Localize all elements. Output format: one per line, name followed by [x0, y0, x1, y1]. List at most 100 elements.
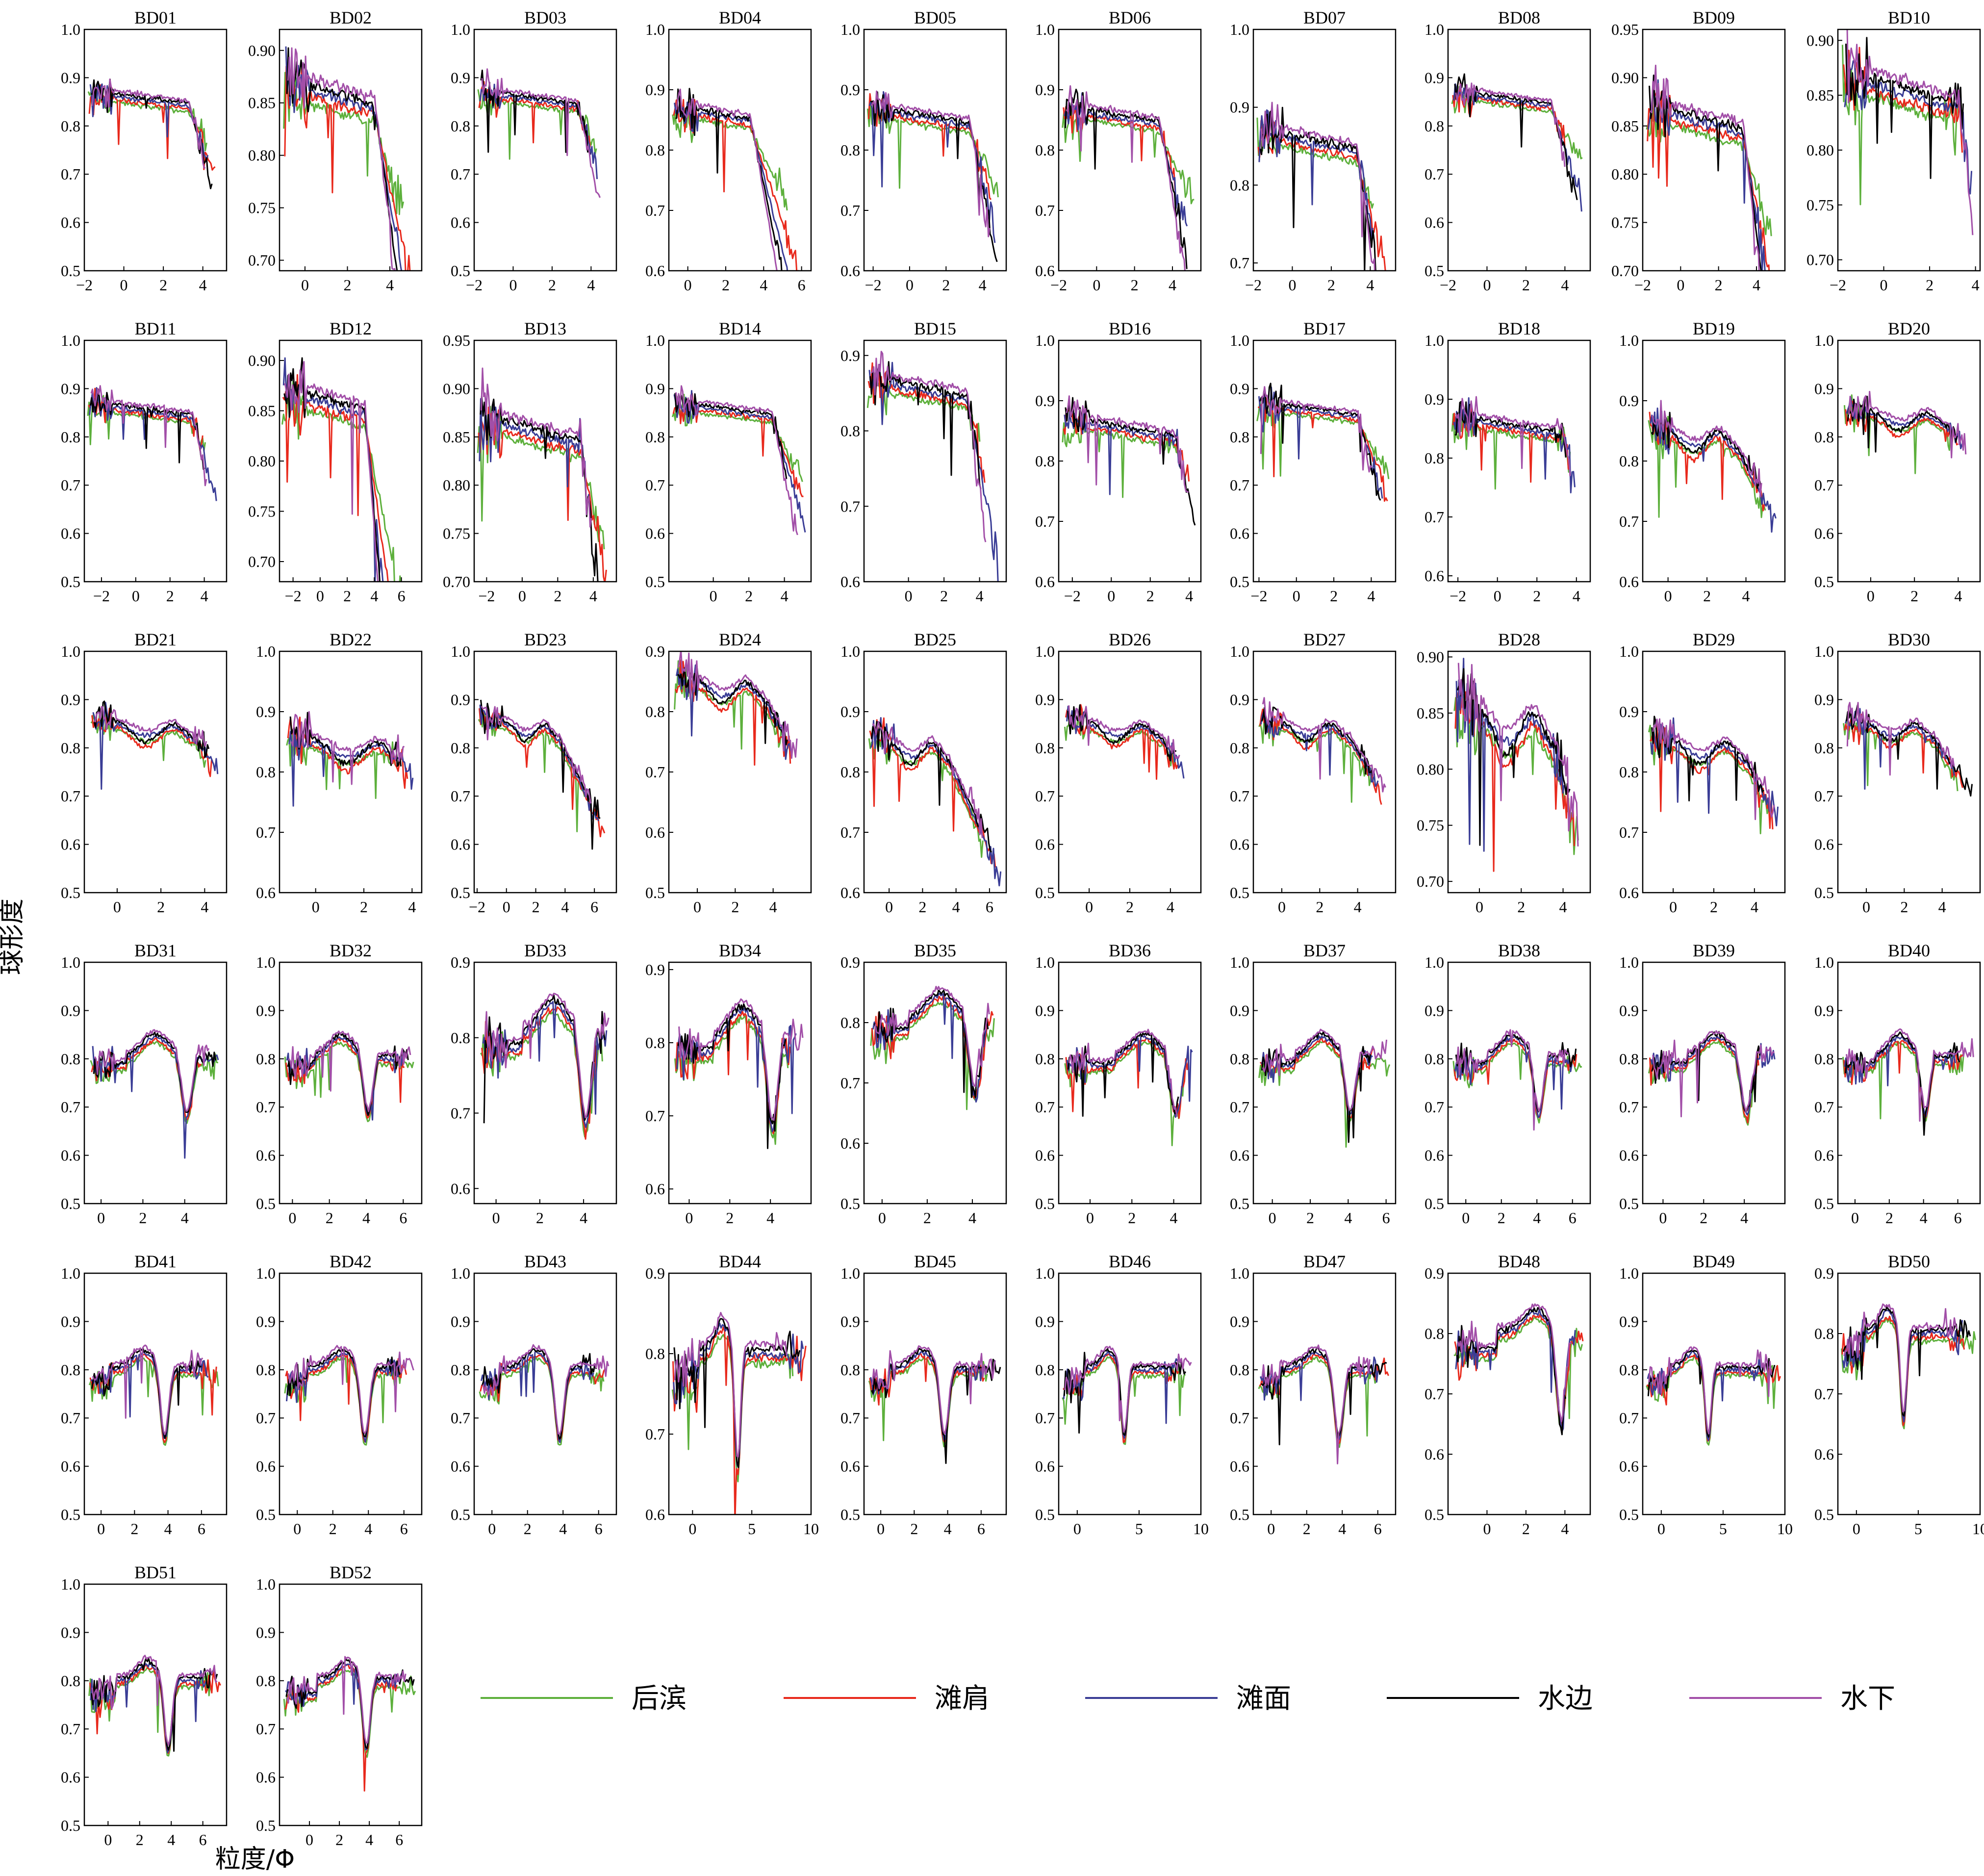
x-tick-label: 0: [1085, 898, 1093, 916]
series-lines: [1062, 85, 1195, 271]
axes-frame: [1837, 339, 1981, 583]
series-line-5: [90, 385, 207, 487]
panel-title: BD20: [1888, 319, 1930, 338]
series-lines: [1062, 1345, 1192, 1445]
series-line-3: [1648, 79, 1766, 271]
x-tick-label: 0: [906, 276, 914, 294]
y-tick-label: 0.5: [1230, 1195, 1249, 1212]
series-line-2: [1843, 1040, 1963, 1118]
series-lines: [1843, 702, 1973, 797]
panel-bd05: 0.6 0.7 0.8 0.9 1.0 −2 0 2 4 BD05: [840, 8, 1007, 294]
series-lines: [870, 986, 995, 1110]
y-tick-label: 0.8: [451, 739, 470, 757]
y-tick-label: 0.9: [1035, 691, 1055, 708]
axes-frame: [279, 28, 423, 272]
y-tick-label: 0.8: [1230, 428, 1249, 446]
axes-frame: [473, 339, 617, 583]
panel-title: BD06: [1109, 8, 1151, 27]
y-axis-title: 球形度: [0, 899, 27, 975]
panel-title: BD42: [330, 1252, 372, 1271]
series-lines: [88, 1654, 221, 1757]
series-lines: [1453, 658, 1579, 872]
y-tick-label: 0.9: [1035, 1002, 1055, 1019]
y-tick-label: 0.5: [1230, 884, 1249, 901]
y-tick-label: 0.6: [1424, 1445, 1444, 1463]
x-tick-label: −2: [1634, 276, 1651, 294]
series-line-2: [284, 64, 411, 271]
y-tick-label: 0.9: [840, 953, 860, 971]
x-tick-label: 6: [395, 1831, 403, 1849]
series-line-3: [1260, 1035, 1373, 1115]
series-line-5: [871, 1345, 996, 1435]
panel-bd01: 0.5 0.6 0.7 0.8 0.9 1.0 −2 0 2 4 BD01: [61, 8, 228, 294]
series-line-1: [90, 708, 206, 768]
x-tick-label: 4: [1169, 276, 1176, 294]
series-lines: [1841, 1303, 1976, 1430]
x-tick-label: 2: [1330, 587, 1338, 605]
legend-label: 水下: [1840, 1683, 1895, 1715]
series-line-2: [673, 99, 799, 271]
y-tick-label: 0.9: [61, 380, 80, 397]
x-tick-label: 0: [104, 1831, 112, 1849]
y-tick-label: 0.8: [1814, 428, 1834, 446]
y-tick-label: 0.5: [1035, 884, 1055, 901]
y-tick-label: 0.7: [1424, 165, 1444, 183]
y-tick-label: 0.8: [451, 117, 470, 135]
x-tick-label: −2: [1440, 276, 1456, 294]
panel-title: BD52: [330, 1563, 372, 1582]
axes-frame: [863, 1272, 1007, 1516]
y-tick-label: 1.0: [1035, 21, 1055, 38]
panel-bd43: 0.5 0.6 0.7 0.8 0.9 1.0 0 2 4 6 BD43: [451, 1252, 617, 1538]
y-tick-label: 0.9: [451, 691, 470, 708]
series-line-5: [1846, 702, 1955, 776]
y-tick-label: 0.7: [256, 1098, 276, 1116]
x-tick-label: 0: [97, 1209, 105, 1227]
axes-frame: [1642, 1272, 1786, 1516]
x-tick-label: 4: [1954, 587, 1962, 605]
x-tick-label: 4: [587, 276, 595, 294]
y-tick-label: 0.9: [256, 1002, 276, 1019]
x-tick-label: 0: [1862, 898, 1870, 916]
x-tick-label: 0: [1880, 276, 1888, 294]
y-tick-label: 0.9: [645, 81, 665, 99]
series-lines: [90, 700, 219, 790]
y-tick-label: 0.5: [1619, 1506, 1639, 1523]
panel-title: BD03: [524, 8, 566, 27]
y-tick-label: 0.75: [443, 525, 470, 542]
x-tick-label: 4: [1185, 587, 1193, 605]
series-line-5: [1652, 1030, 1775, 1118]
axes-frame: [1252, 339, 1397, 583]
x-tick-label: 6: [1569, 1209, 1577, 1227]
axes-frame: [668, 961, 812, 1205]
y-tick-label: 0.75: [248, 199, 276, 217]
series-line-5: [94, 1029, 210, 1112]
x-tick-label: 0: [885, 898, 893, 916]
x-tick-label: −2: [76, 276, 93, 294]
x-tick-label: 2: [1327, 276, 1335, 294]
x-tick-label: 10: [1972, 1520, 1984, 1538]
x-tick-label: 4: [1740, 1209, 1748, 1227]
y-tick-label: 0.5: [1230, 573, 1249, 591]
series-line-1: [1064, 712, 1175, 768]
y-tick-label: 0.7: [840, 202, 860, 219]
x-tick-label: 6: [1374, 1520, 1382, 1538]
x-tick-label: 0: [518, 587, 526, 605]
axes-frame: [1058, 650, 1202, 894]
panel-bd27: 0.5 0.6 0.7 0.8 0.9 1.0 0 2 4 BD27: [1230, 630, 1397, 916]
panel-title: BD43: [524, 1252, 566, 1271]
series-line-5: [872, 720, 983, 838]
y-tick-label: 0.5: [1424, 262, 1444, 280]
x-tick-label: 4: [201, 587, 208, 605]
x-tick-label: 4: [1972, 276, 1980, 294]
y-tick-label: 0.6: [645, 823, 665, 841]
panel-title: BD05: [914, 8, 956, 27]
panel-bd33: 0.6 0.7 0.8 0.9 0 2 4 BD33: [451, 941, 617, 1227]
y-tick-label: 0.7: [645, 763, 665, 781]
axes-frame: [863, 650, 1007, 894]
y-tick-label: 0.90: [248, 42, 276, 59]
axes-frame: [279, 1272, 423, 1516]
y-tick-label: 0.6: [61, 525, 80, 542]
x-tick-label: 4: [1561, 1520, 1569, 1538]
y-tick-label: 1.0: [1035, 1264, 1055, 1282]
